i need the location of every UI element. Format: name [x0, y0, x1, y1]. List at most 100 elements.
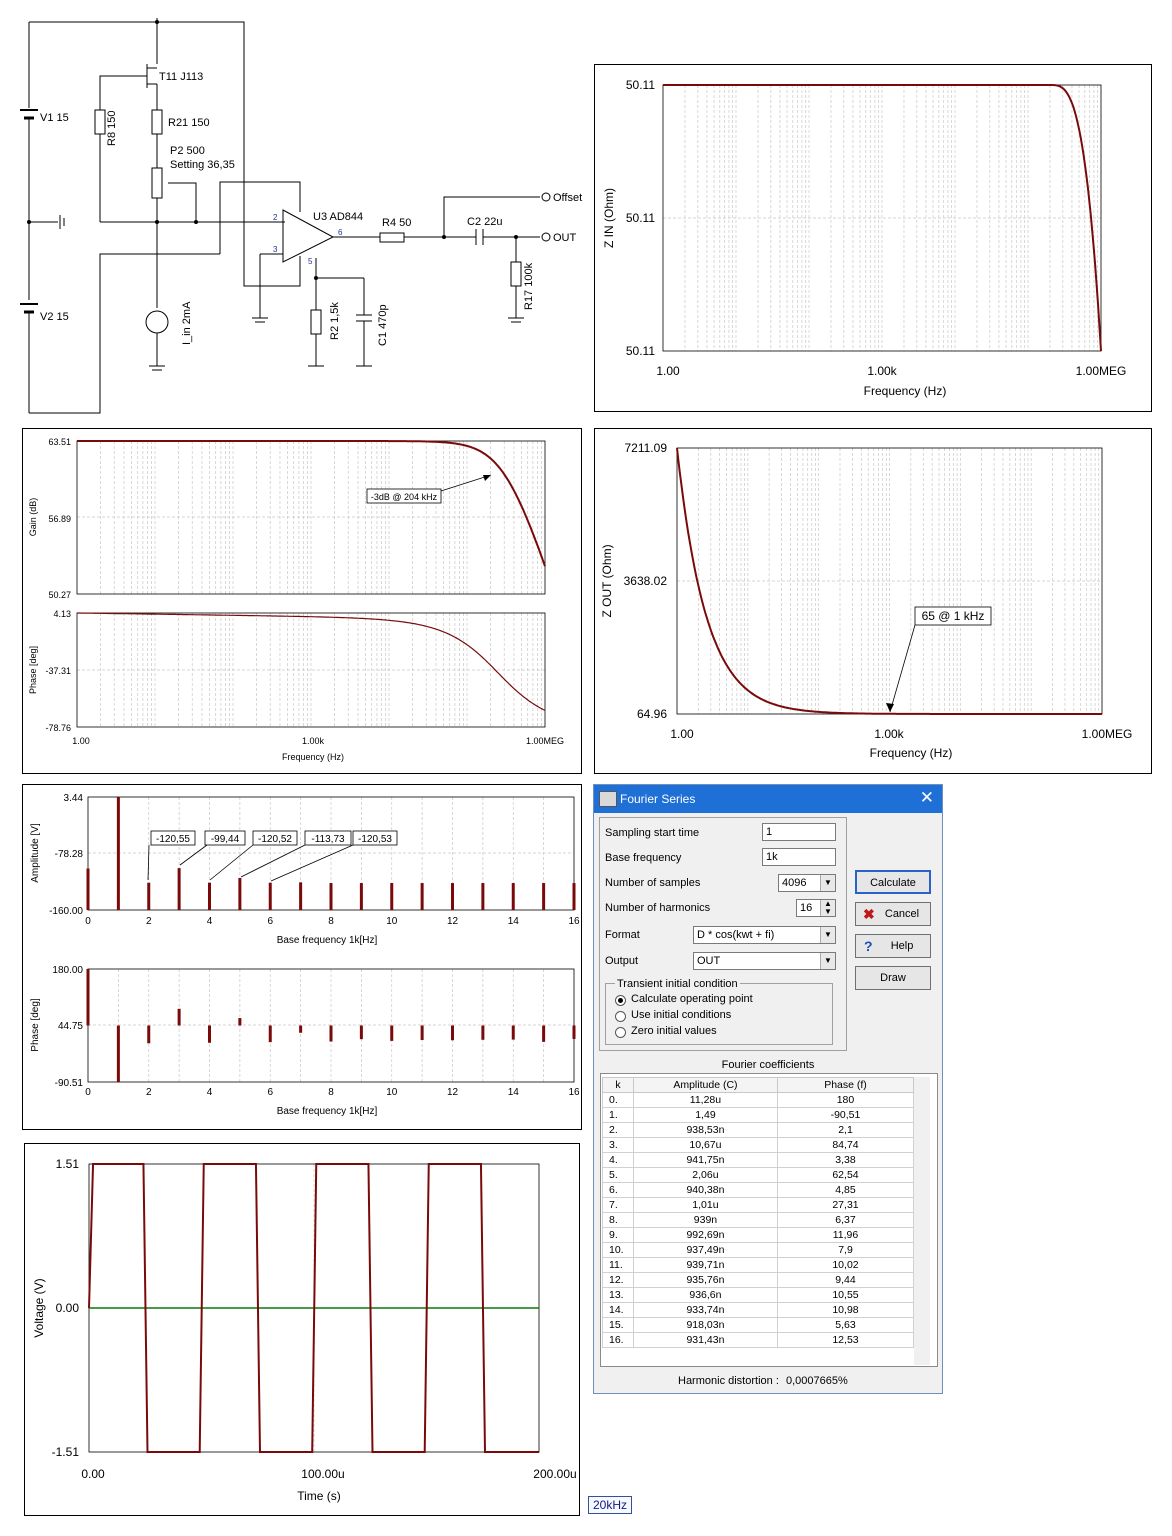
cell-phase: 10,98 [776, 1302, 915, 1318]
draw-button[interactable]: Draw [855, 966, 931, 990]
spin-arrows-icon[interactable]: ▲ ▼ [820, 900, 835, 916]
cell-amplitude: 939n [632, 1212, 778, 1228]
output-label: Output [605, 955, 639, 967]
radio-calculate-operating-point[interactable] [615, 995, 626, 1006]
zin-ytick-top: 50.11 [626, 78, 655, 92]
label-c1: C1 470p [377, 304, 389, 346]
chevron-down-icon[interactable]: ▼ [820, 953, 835, 969]
cell-k: 4. [602, 1152, 634, 1168]
gp-xtick-1k: 1.00k [302, 736, 325, 746]
table-row[interactable]: 16. 931,43n 12,53 [602, 1332, 915, 1348]
gp-xtick-1meg: 1.00MEG [526, 736, 564, 746]
cell-phase: 4,85 [776, 1182, 915, 1198]
zout-xtick-1k: 1.00k [874, 727, 904, 741]
amp-ytick-bottom: -160.00 [49, 906, 83, 917]
help-button[interactable]: ? Help [855, 934, 931, 958]
cell-amplitude: 11,28u [632, 1092, 778, 1108]
phase-ytick-bottom: -78.76 [45, 723, 71, 733]
phase-ytick-top: 4.13 [53, 609, 71, 619]
close-icon[interactable]: ✕ [919, 788, 934, 807]
cell-phase: 5,63 [776, 1317, 915, 1333]
gain-ytick-top: 63.51 [48, 437, 71, 447]
tr-ylabel: Voltage (V) [32, 1278, 46, 1337]
amp-xtick: 0 [85, 916, 91, 927]
label-r17: R17 100k [523, 262, 535, 310]
cancel-button[interactable]: ✖ Cancel [855, 902, 931, 926]
number-of-samples-select[interactable]: 4096 ▼ [778, 874, 836, 892]
table-row[interactable]: 1. 1,49 -90,51 [602, 1107, 915, 1123]
table-row[interactable]: 7. 1,01u 27,31 [602, 1197, 915, 1213]
number-of-harmonics-stepper[interactable]: 16 ▲ ▼ [796, 899, 836, 917]
calculate-button[interactable]: Calculate [855, 870, 931, 894]
cell-amplitude: 937,49n [632, 1242, 778, 1258]
label-t11: T11 J113 [159, 71, 203, 83]
zout-annotation: 65 @ 1 kHz [922, 609, 985, 623]
number-of-harmonics-label: Number of harmonics [605, 902, 711, 914]
table-row[interactable]: 6. 940,38n 4,85 [602, 1182, 915, 1198]
zin-ytick-mid: 50.11 [626, 211, 655, 225]
phase-xtick: 14 [508, 1087, 520, 1098]
table-row[interactable]: 8. 939n 6,37 [602, 1212, 915, 1228]
label-v2: V2 15 [40, 311, 69, 323]
col-k: k [602, 1077, 634, 1093]
cell-k: 9. [602, 1227, 634, 1243]
table-row[interactable]: 9. 992,69n 11,96 [602, 1227, 915, 1243]
cell-k: 2. [602, 1122, 634, 1138]
amp-ylabel: Amplitude [V] [30, 823, 41, 883]
table-row[interactable]: 5. 2,06u 62,54 [602, 1167, 915, 1183]
cell-phase: 84,74 [776, 1137, 915, 1153]
spectrum-annotation-5: -120,53 [358, 834, 392, 845]
pin-5: 5 [308, 257, 313, 266]
coefficients-table: k Amplitude (C) Phase (f) 0. 11,28u 180 1. 1… [602, 1077, 915, 1348]
output-select[interactable]: OUT ▼ [693, 952, 836, 970]
sampling-start-input[interactable]: 1 [762, 823, 836, 841]
cancel-label: Cancel [884, 908, 920, 920]
cell-k: 13. [602, 1287, 634, 1303]
table-row[interactable]: 11. 939,71n 10,02 [602, 1257, 915, 1273]
cell-phase: 6,37 [776, 1212, 915, 1228]
label-p2: P2 500 [170, 145, 205, 157]
table-row[interactable]: 14. 933,74n 10,98 [602, 1302, 915, 1318]
cell-phase: 3,38 [776, 1152, 915, 1168]
harmonics-value: 16 [800, 902, 813, 914]
cell-phase: 62,54 [776, 1167, 915, 1183]
table-row[interactable]: 3. 10,67u 84,74 [602, 1137, 915, 1153]
table-row[interactable]: 4. 941,75n 3,38 [602, 1152, 915, 1168]
radio-calculate-label: Calculate operating point [631, 993, 753, 1005]
format-select[interactable]: D * cos(kwt + fi) ▼ [693, 926, 836, 944]
table-row[interactable]: 13. 936,6n 10,55 [602, 1287, 915, 1303]
cell-k: 6. [602, 1182, 634, 1198]
chevron-down-icon[interactable]: ▼ [820, 875, 835, 891]
cell-phase: 180 [776, 1092, 915, 1108]
coefficients-scrollbar[interactable] [914, 1077, 930, 1365]
chevron-down-icon[interactable]: ▼ [820, 927, 835, 943]
table-row[interactable]: 15. 918,03n 5,63 [602, 1317, 915, 1333]
cell-k: 16. [602, 1332, 634, 1348]
zout-panel: 65 @ 1 kHz 7211.09 3638.02 64.96 1.00 1.… [594, 428, 1152, 774]
cell-amplitude: 933,74n [632, 1302, 778, 1318]
transient-group-title: Transient initial condition [615, 978, 740, 990]
phase-xtick: 10 [386, 1087, 398, 1098]
sampling-start-label: Sampling start time [605, 827, 700, 839]
cell-amplitude: 2,06u [632, 1167, 778, 1183]
cell-amplitude: 1,01u [632, 1197, 778, 1213]
tr-ytick-bottom: -1.51 [52, 1445, 80, 1459]
spectrum-xlabel-top: Base frequency 1k[Hz] [277, 935, 378, 946]
table-row[interactable]: 10. 937,49n 7,9 [602, 1242, 915, 1258]
pin-2: 2 [273, 213, 278, 222]
zout-xtick-1meg: 1.00MEG [1082, 727, 1133, 741]
radio-zero-initial-values[interactable] [615, 1027, 626, 1038]
cell-k: 11. [602, 1257, 634, 1273]
table-row[interactable]: 2. 938,53n 2,1 [602, 1122, 915, 1138]
radio-use-initial-conditions[interactable] [615, 1011, 626, 1022]
cell-k: 3. [602, 1137, 634, 1153]
cell-phase: 27,31 [776, 1197, 915, 1213]
base-frequency-input[interactable]: 1k [762, 848, 836, 866]
cancel-x-icon: ✖ [863, 906, 875, 922]
table-row[interactable]: 12. 935,76n 9,44 [602, 1272, 915, 1288]
table-row[interactable]: 0. 11,28u 180 [602, 1092, 915, 1108]
dialog-titlebar[interactable]: Fourier Series ✕ [594, 785, 942, 813]
spectrum-annotation-1: -120,55 [156, 834, 190, 845]
spectrum-xlabel-bottom: Base frequency 1k[Hz] [277, 1106, 378, 1117]
gain-ytick-bottom: 50.27 [48, 590, 71, 600]
